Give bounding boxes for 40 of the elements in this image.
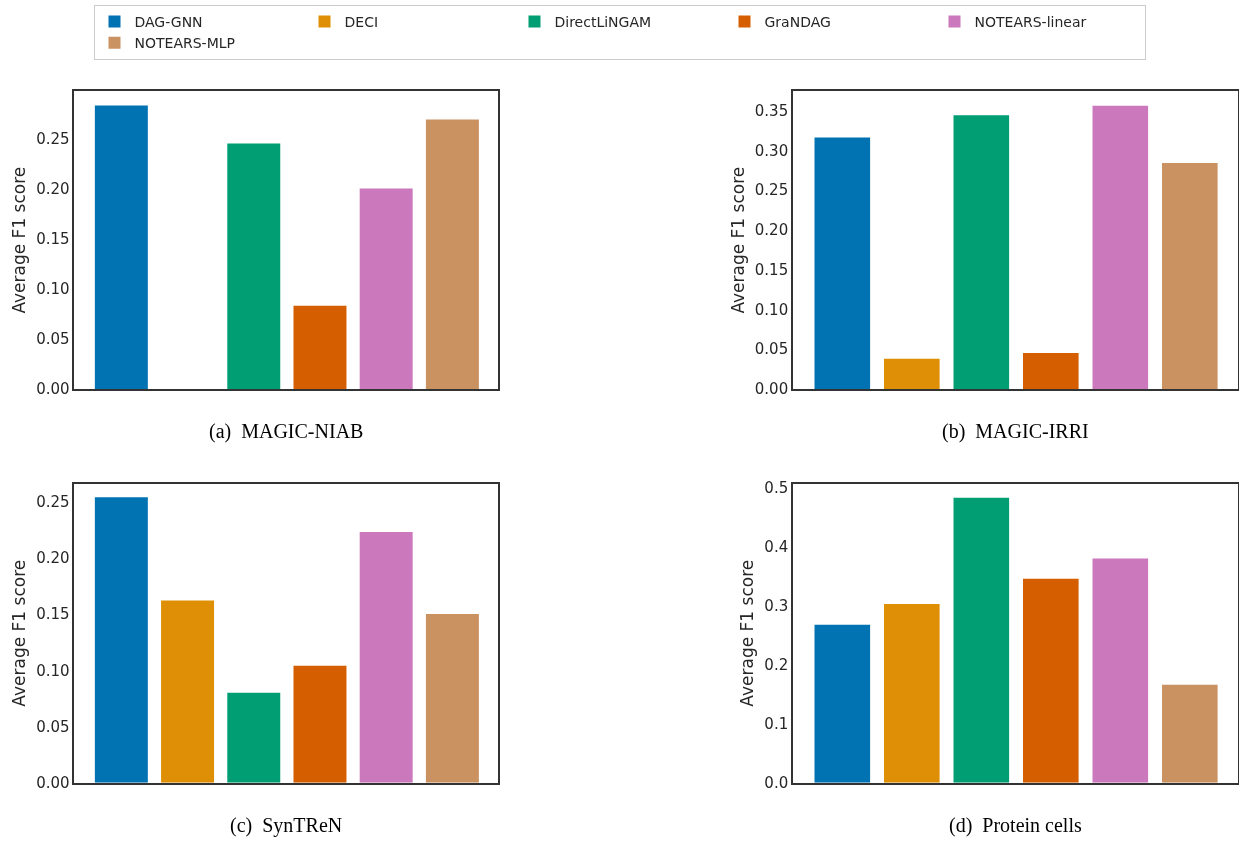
y-tick-label: 0.15 xyxy=(36,229,70,248)
y-tick-label: 0.05 xyxy=(754,340,789,359)
y-tick-label: 0.30 xyxy=(754,141,789,160)
y-tick-label: 0.05 xyxy=(36,330,70,349)
y-tick-label: 0.0 xyxy=(764,774,789,793)
y-tick-label: 0.3 xyxy=(764,597,789,616)
y-tick-label: 0.25 xyxy=(36,492,70,511)
y-tick-label: 0.15 xyxy=(36,605,70,624)
y-tick-label: 0.20 xyxy=(36,179,70,198)
y-tick-label: 0.20 xyxy=(36,549,70,568)
legend-label: NOTEARS-MLP xyxy=(134,35,235,52)
text: (a) MAGIC-NIAB xyxy=(209,420,364,443)
y-tick-label: 0.2 xyxy=(764,656,789,675)
legend-label: GraNDAG xyxy=(764,14,831,31)
y-tick-label: 0.10 xyxy=(36,661,70,680)
y-tick-label: 0.1 xyxy=(764,715,789,734)
legend-label: NOTEARS-linear xyxy=(974,14,1087,31)
legend-label: DirectLiNGAM xyxy=(554,14,652,31)
y-tick-label: 0.00 xyxy=(754,380,789,399)
y-tick-label: 0.10 xyxy=(36,280,70,298)
y-axis-title: Average F1 score xyxy=(737,559,758,707)
y-tick-label: 0.35 xyxy=(754,101,789,120)
y-tick-label: 0.20 xyxy=(754,221,789,240)
y-tick-label: 0.15 xyxy=(754,260,789,279)
legend-label: DECI xyxy=(344,14,379,31)
y-tick-label: 0.00 xyxy=(36,380,70,399)
y-tick-label: 0.00 xyxy=(36,774,70,793)
y-axis-title: Average F1 score xyxy=(9,559,30,707)
text: (b) MAGIC-IRRI xyxy=(942,420,1089,443)
y-tick-label: 0.25 xyxy=(754,181,789,200)
y-tick-label: 0.05 xyxy=(36,717,70,736)
y-axis-title: Average F1 score xyxy=(727,166,748,314)
legend-label: DAG-GNN xyxy=(134,14,203,31)
text: (c) SynTReN xyxy=(230,814,343,837)
text: (d) Protein cells xyxy=(949,814,1082,837)
y-tick-label: 0.5 xyxy=(764,479,789,498)
y-tick-label: 0.25 xyxy=(36,129,70,148)
y-axis-title: Average F1 score xyxy=(9,166,30,314)
y-tick-label: 0.10 xyxy=(754,300,789,319)
y-tick-label: 0.4 xyxy=(764,538,789,557)
